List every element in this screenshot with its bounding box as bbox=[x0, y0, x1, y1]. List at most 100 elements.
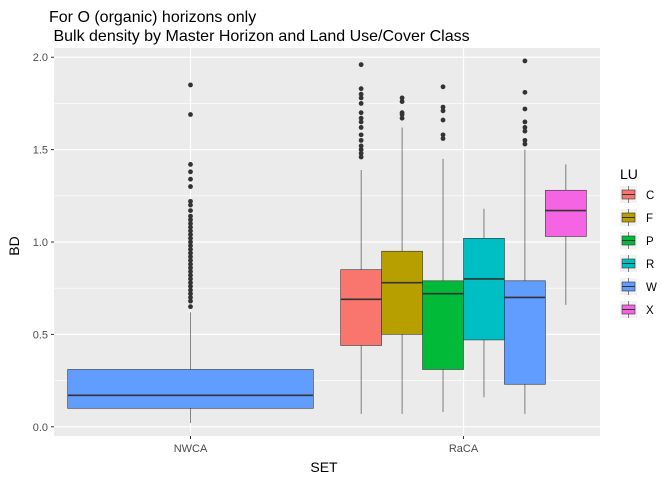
outlier-point bbox=[358, 154, 364, 160]
outlier-point bbox=[188, 269, 193, 274]
legend-item-r: R bbox=[620, 255, 654, 272]
outlier-point bbox=[358, 115, 364, 121]
legend-label: W bbox=[646, 282, 657, 294]
outlier-point bbox=[358, 110, 364, 116]
outlier-point bbox=[188, 265, 193, 271]
legend-item-p: P bbox=[620, 232, 654, 249]
outlier-point bbox=[188, 246, 193, 252]
outlier-point bbox=[188, 239, 193, 245]
x-axis-ticks: NWCA RaCA bbox=[174, 436, 479, 455]
box-body bbox=[381, 250, 423, 335]
outlier-point bbox=[188, 254, 193, 260]
legend-title: LU bbox=[620, 166, 638, 182]
outlier-point bbox=[188, 232, 193, 238]
chart-title-line-1: For O (organic) horizons only bbox=[49, 9, 256, 26]
box-raca-w bbox=[504, 58, 546, 414]
y-axis-ticks: 0.0 0.5 1.0 1.5 2.0 bbox=[33, 52, 54, 434]
outlier-point bbox=[399, 110, 405, 116]
outlier-point bbox=[440, 108, 446, 114]
outlier-point bbox=[358, 125, 364, 130]
outlier-point bbox=[188, 198, 193, 204]
y-tick-label: 2.0 bbox=[33, 52, 48, 64]
chart-title-line-2: Bulk density by Master Horizon and Land … bbox=[49, 28, 470, 45]
outlier-point bbox=[522, 89, 528, 95]
outlier-point bbox=[358, 91, 364, 97]
outlier-point bbox=[358, 137, 364, 143]
outlier-point bbox=[522, 106, 528, 112]
outlier-point bbox=[188, 276, 193, 282]
outlier-point bbox=[188, 250, 193, 256]
outlier-point bbox=[399, 99, 405, 104]
outlier-point bbox=[188, 298, 193, 304]
outlier-point bbox=[358, 95, 364, 101]
outlier-point bbox=[188, 261, 193, 267]
outlier-point bbox=[188, 243, 193, 249]
outlier-point bbox=[522, 137, 528, 143]
legend-label: F bbox=[646, 213, 653, 225]
outlier-point bbox=[522, 128, 528, 134]
outlier-point bbox=[440, 136, 446, 141]
outlier-point bbox=[188, 304, 193, 310]
legend-item-w: W bbox=[620, 278, 657, 295]
outlier-point bbox=[188, 169, 193, 175]
outlier-point bbox=[358, 119, 364, 125]
outlier-point bbox=[188, 112, 193, 117]
outlier-point bbox=[358, 86, 364, 92]
outlier-point bbox=[358, 150, 364, 156]
outlier-point bbox=[188, 235, 193, 241]
box-raca-x bbox=[545, 164, 587, 305]
outlier-point bbox=[188, 221, 193, 226]
outlier-point bbox=[188, 217, 193, 223]
legend-label: P bbox=[646, 236, 654, 248]
outlier-point bbox=[522, 125, 528, 130]
outlier-point bbox=[188, 208, 193, 213]
legend-label: C bbox=[646, 190, 654, 202]
outlier-point bbox=[188, 280, 193, 286]
box-raca-r bbox=[463, 208, 505, 398]
outlier-point bbox=[188, 176, 193, 182]
outlier-point bbox=[188, 287, 193, 293]
box-body bbox=[463, 238, 505, 341]
outlier-point bbox=[188, 184, 193, 189]
outlier-point bbox=[188, 224, 193, 230]
outlier-point bbox=[358, 132, 364, 138]
legend-label: R bbox=[646, 259, 654, 271]
outlier-point bbox=[188, 295, 193, 300]
outlier-point bbox=[522, 141, 528, 147]
x-tick-label: RaCA bbox=[449, 443, 479, 455]
outlier-point bbox=[188, 291, 193, 297]
outlier-point bbox=[188, 283, 193, 289]
x-axis-title: SET bbox=[310, 459, 338, 475]
outlier-point bbox=[358, 62, 364, 68]
box-body bbox=[545, 189, 587, 237]
y-axis-title: BD bbox=[6, 236, 22, 255]
outlier-point bbox=[399, 95, 405, 101]
outlier-point bbox=[188, 162, 193, 167]
outlier-point bbox=[188, 228, 193, 234]
outlier-point bbox=[440, 132, 446, 138]
outlier-point bbox=[440, 84, 446, 90]
outlier-point bbox=[188, 213, 193, 219]
outlier-point bbox=[358, 147, 364, 153]
legend-item-c: C bbox=[620, 186, 654, 203]
legend-item-f: F bbox=[620, 209, 653, 226]
outlier-point bbox=[522, 58, 528, 64]
box-nwca-w bbox=[67, 82, 314, 424]
x-tick-label: NWCA bbox=[174, 443, 208, 455]
y-tick-label: 1.0 bbox=[33, 237, 48, 249]
outlier-point bbox=[188, 202, 193, 208]
outlier-point bbox=[399, 115, 405, 121]
outlier-point bbox=[188, 272, 193, 278]
y-tick-label: 1.5 bbox=[33, 145, 48, 157]
legend-label: X bbox=[646, 305, 654, 317]
outlier-point bbox=[440, 117, 446, 123]
box-raca-f bbox=[381, 95, 423, 414]
outlier-point bbox=[358, 143, 364, 149]
outlier-point bbox=[188, 258, 193, 263]
legend-item-x: X bbox=[620, 301, 654, 318]
box-raca-p bbox=[422, 84, 464, 412]
outlier-point bbox=[358, 101, 364, 106]
y-tick-label: 0.5 bbox=[33, 329, 48, 341]
